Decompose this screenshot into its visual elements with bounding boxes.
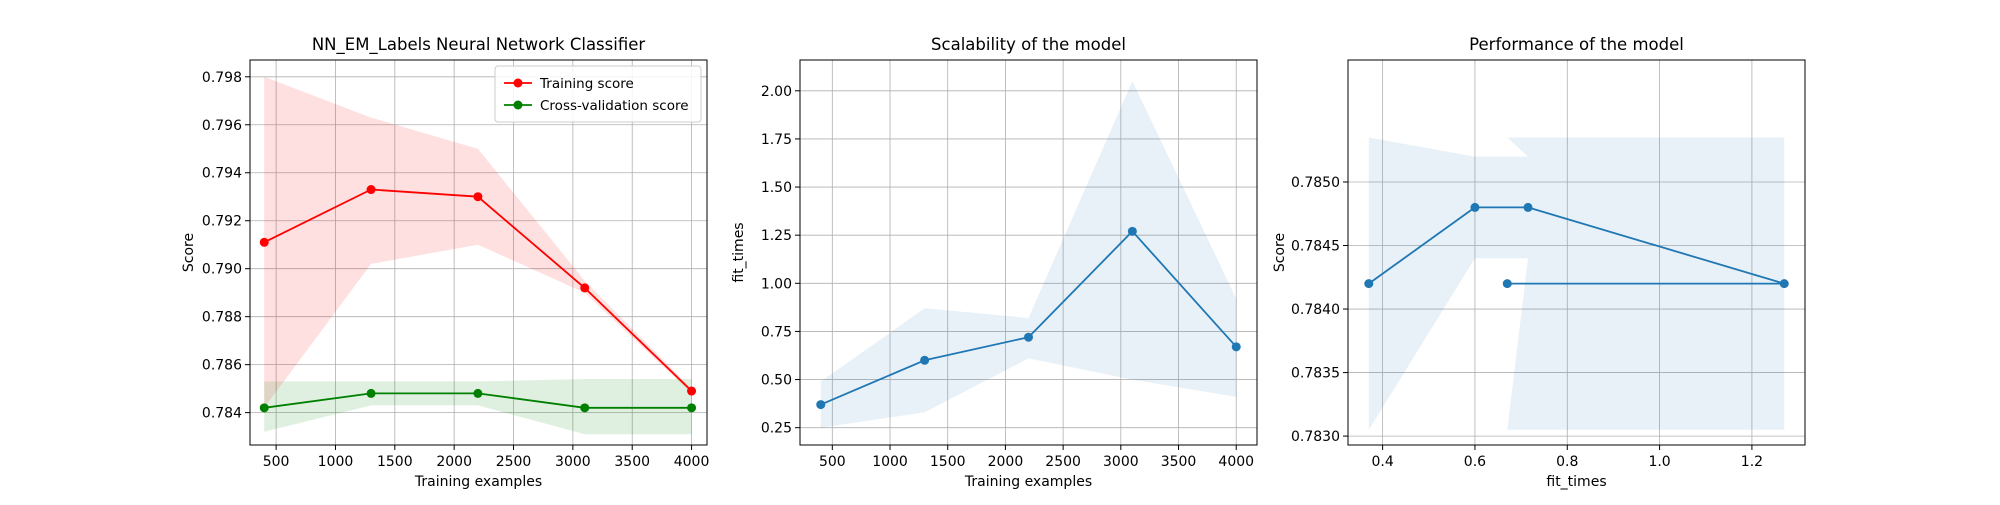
y-tick-label: 0.788 [202, 310, 242, 326]
y-tick-label: 0.7850 [1291, 175, 1340, 191]
y-tick-label: 0.798 [202, 70, 242, 86]
data-point [1502, 279, 1512, 289]
legend-label: Cross-validation score [540, 98, 689, 114]
x-tick-label: 1500 [377, 454, 413, 470]
x-axis-title: Training examples [964, 474, 1092, 490]
y-tick-label: 1.00 [761, 276, 792, 292]
y-axis-title: fit_times [731, 222, 747, 282]
x-tick-label: 2000 [436, 454, 472, 470]
legend-box [494, 65, 702, 123]
data-point [816, 400, 826, 410]
y-tick-label: 0.7840 [1291, 302, 1340, 318]
y-tick-label: 0.75 [761, 324, 792, 340]
axes-frame [249, 59, 708, 446]
data-point [687, 403, 697, 413]
x-axis-title: Training examples [414, 474, 542, 490]
plot-data [816, 81, 1241, 428]
x-tick-label: 1500 [930, 454, 966, 470]
plot-area [1348, 60, 1805, 445]
data-point [580, 283, 590, 293]
x-tick-label: 1.0 [1648, 454, 1670, 470]
chart-title: Performance of the model [1469, 35, 1684, 54]
legend-marker [513, 78, 523, 88]
legend-label: Training score [539, 76, 634, 92]
x-tick-label: 1000 [872, 454, 908, 470]
x-tick-label: 3000 [1103, 454, 1139, 470]
x-tick-label: 2000 [988, 454, 1024, 470]
x-tick-label: 1.2 [1741, 454, 1763, 470]
y-tick-label: 0.50 [761, 373, 792, 389]
y-axis-title: Score [181, 233, 197, 272]
data-point [1024, 332, 1033, 342]
confidence-band-1 [820, 81, 1237, 428]
data-point [1364, 279, 1374, 289]
data-point [920, 355, 930, 365]
y-tick-label: 0.796 [202, 118, 242, 134]
plot-data [259, 76, 697, 435]
plot-area [250, 60, 707, 445]
y-tick-label: 0.794 [202, 166, 242, 182]
axes-frame [1347, 59, 1806, 446]
x-tick-label: 4000 [1218, 454, 1254, 470]
data-point [1231, 342, 1241, 352]
x-tick-label: 4000 [674, 454, 710, 470]
data-point [259, 237, 269, 247]
y-tick-label: 0.792 [202, 214, 242, 230]
chart-title: NN_EM_Labels Neural Network Classifier [312, 35, 646, 55]
y-axis-title: Score [1272, 233, 1288, 272]
x-tick-label: 500 [819, 454, 846, 470]
legend-marker [513, 100, 523, 110]
data-point [473, 192, 483, 202]
plot-data [1364, 137, 1789, 430]
x-tick-label: 2500 [496, 454, 532, 470]
x-tick-label: 3500 [1161, 454, 1197, 470]
x-tick-label: 1000 [318, 454, 354, 470]
legend: Training score Cross-validation score [494, 65, 702, 123]
data-point [1127, 226, 1137, 236]
y-tick-label: 0.790 [202, 262, 242, 278]
y-tick-label: 0.25 [761, 421, 792, 437]
y-tick-label: 1.25 [761, 228, 792, 244]
x-tick-label: 0.8 [1556, 454, 1578, 470]
data-point [366, 388, 376, 398]
y-tick-label: 0.7835 [1291, 366, 1340, 382]
data-point [1523, 202, 1533, 212]
x-tick-label: 0.6 [1464, 454, 1486, 470]
x-tick-label: 0.4 [1371, 454, 1393, 470]
data-point [580, 403, 590, 413]
chart-title: Scalability of the model [931, 35, 1126, 54]
data-point [687, 386, 697, 396]
y-tick-label: 1.50 [761, 180, 792, 196]
confidence-band-1 [264, 76, 692, 408]
chart-panel-1: 500 1000 1500 2000 2500 3000 3500 4000 0.784 0.78… [181, 35, 709, 490]
x-tick-label: 3500 [614, 454, 650, 470]
y-tick-label: 0.7845 [1291, 239, 1340, 255]
chart-panel-2: 500 1000 1500 2000 2500 3000 3500 4000 0.25 0.50 0… [731, 35, 1258, 490]
x-axis-title: fit_times [1546, 474, 1606, 490]
chart-panel-3: 0.4 0.6 0.8 1.0 1.2 0.7830 0.7835 0.7840 0.7845 0… [1272, 35, 1806, 490]
data-point [259, 403, 269, 413]
x-tick-label: 500 [263, 454, 290, 470]
data-point [366, 185, 376, 195]
data-point [473, 388, 483, 398]
y-tick-label: 0.7830 [1291, 429, 1340, 445]
x-tick-label: 2500 [1045, 454, 1081, 470]
data-point [1779, 279, 1789, 289]
y-tick-label: 0.786 [202, 358, 242, 374]
y-tick-label: 1.75 [761, 132, 792, 148]
x-tick-label: 3000 [555, 454, 591, 470]
y-tick-label: 0.784 [202, 406, 242, 422]
y-tick-label: 2.00 [761, 84, 792, 100]
data-point [1470, 202, 1480, 212]
axes-frame [799, 59, 1258, 446]
